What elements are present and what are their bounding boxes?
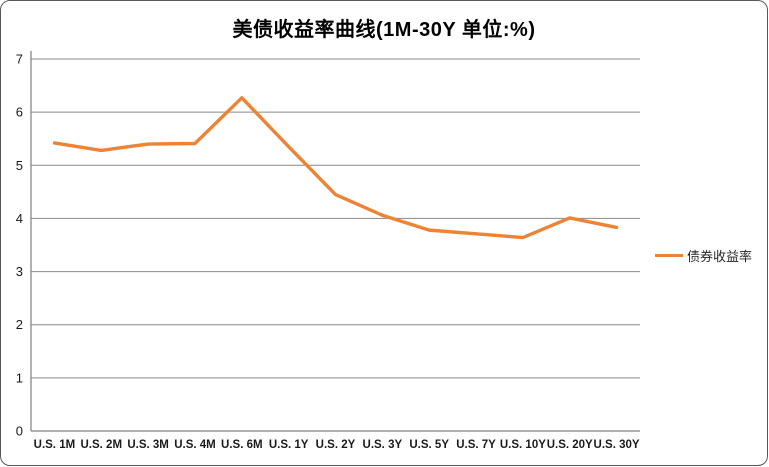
yield-curve-line (52, 96, 619, 240)
x-tick-label: U.S. 1M (34, 439, 76, 451)
x-tick-label: U.S. 20Y (547, 439, 593, 451)
legend-label: 债券收益率 (687, 249, 753, 264)
legend-line-swatch (655, 254, 683, 257)
x-tick-label: U.S. 4M (174, 439, 216, 451)
x-tick-label: U.S. 5Y (409, 439, 449, 451)
y-tick-label: 1 (16, 370, 23, 385)
y-tick-label: 3 (16, 264, 23, 279)
x-tick-label: U.S. 10Y (500, 439, 546, 451)
x-tick-label: U.S. 3Y (363, 439, 403, 451)
y-tick-label: 6 (16, 105, 23, 120)
x-tick-label: U.S. 7Y (456, 439, 496, 451)
chart-title: 美债收益率曲线(1M-30Y 单位:%) (232, 19, 536, 41)
x-tick-label: U.S. 30Y (594, 439, 640, 451)
y-tick-label: 7 (16, 52, 23, 67)
y-tick-label: 5 (16, 158, 23, 173)
y-tick-label: 2 (16, 317, 23, 332)
x-tick-label: U.S. 6M (221, 439, 263, 451)
x-tick-label: U.S. 2M (80, 439, 122, 451)
legend: 债券收益率 (655, 246, 752, 265)
x-tick-label: U.S. 3M (127, 439, 169, 451)
x-tick-label: U.S. 1Y (269, 439, 309, 451)
x-tick-label: U.S. 2Y (316, 439, 356, 451)
y-tick-label: 0 (16, 424, 23, 439)
y-tick-label: 4 (16, 211, 23, 226)
